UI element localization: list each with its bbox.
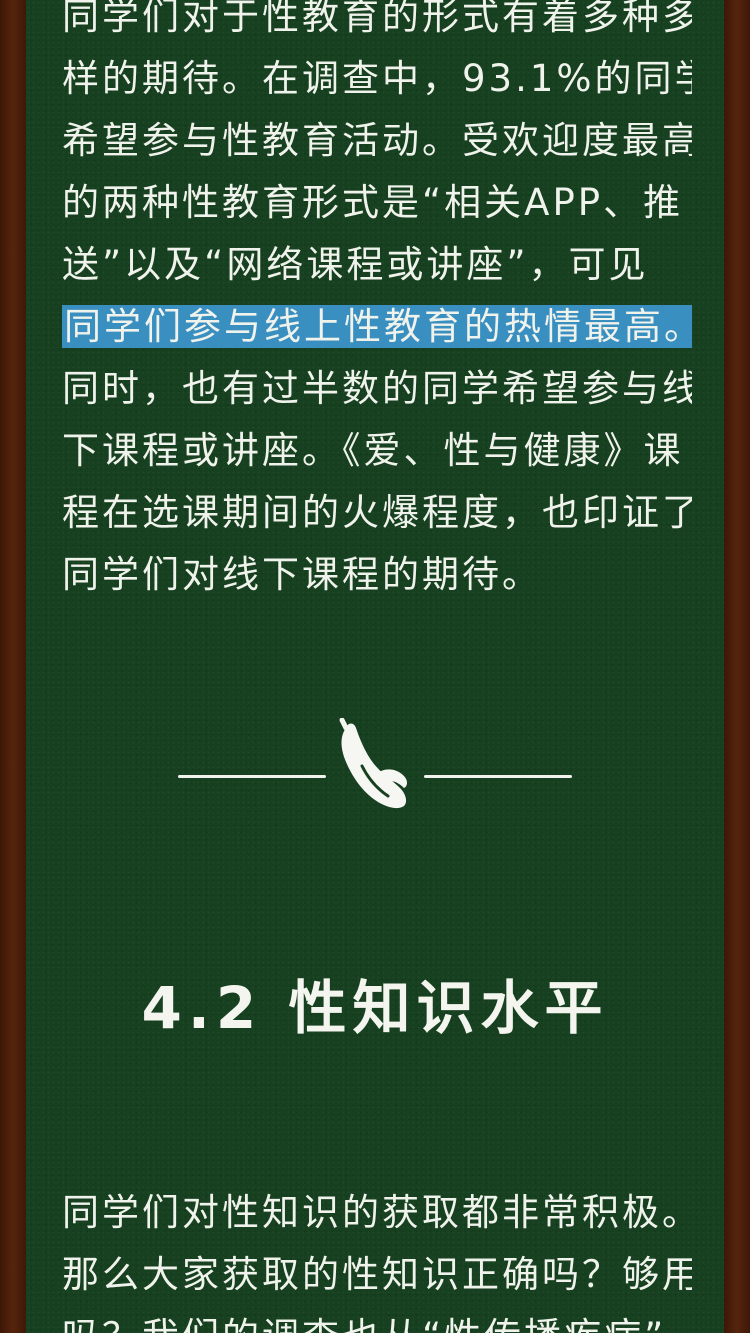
text-line: 的两种性教育形式是“相关APP、推: [62, 181, 684, 224]
text-highlight: 同学们参与线上性教育的热情最高。: [62, 305, 692, 348]
section-heading: 4.2 性知识水平: [141, 974, 609, 1042]
text-line: 吗？我们的调查也从“性传播疾病”: [62, 1306, 692, 1333]
paragraph-top: 同学们对于性教育的形式有着多种多 样的期待。在调查中，93.1%的同学 希望参与…: [62, 0, 692, 606]
chalkboard: 同学们对于性教育的形式有着多种多 样的期待。在调查中，93.1%的同学 希望参与…: [26, 0, 724, 1333]
frame-left: [0, 0, 26, 1333]
divider-rule-right: [424, 775, 572, 778]
text-line: 同学们对线下课程的期待。: [62, 553, 542, 596]
paragraph-bottom: 同学们对性知识的获取都非常积极。 那么大家获取的性知识正确吗？够用 吗？我们的调…: [62, 1182, 692, 1333]
frame-right: [724, 0, 750, 1333]
text-line: 同学们对性知识的获取都非常积极。: [62, 1191, 692, 1234]
text-line: 希望参与性教育活动。受欢迎度最高: [62, 119, 692, 162]
text-line: 程在选课期间的火爆程度，也印证了: [62, 491, 692, 534]
text-line: 同时，也有过半数的同学希望参与线: [62, 367, 692, 410]
divider-rule-left: [178, 775, 326, 778]
text-line: 下课程或讲座。《爱、性与健康》课: [62, 429, 684, 472]
section-divider: [26, 710, 724, 820]
text-line-highlighted: 同学们参与线上性教育的热情最高。: [62, 296, 692, 358]
banana-icon: [339, 718, 407, 809]
text-line: 同学们对于性教育的形式有着多种多: [62, 0, 692, 38]
text-line: 那么大家获取的性知识正确吗？够用: [62, 1253, 692, 1296]
text-line: 送”以及“网络课程或讲座”，可见: [62, 243, 649, 286]
text-line: 样的期待。在调查中，93.1%的同学: [62, 57, 692, 100]
